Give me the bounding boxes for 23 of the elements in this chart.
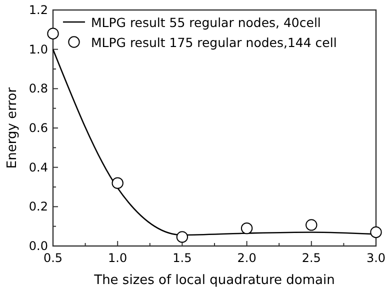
y-tick-label: 0.6 xyxy=(28,121,48,135)
x-tick-label: 2.5 xyxy=(302,251,321,265)
y-tick-label: 0.0 xyxy=(28,239,48,253)
point xyxy=(112,177,124,189)
y-tick-label: 0.2 xyxy=(28,200,48,214)
point xyxy=(370,226,382,238)
y-tick-label: 1.0 xyxy=(28,42,48,56)
point xyxy=(47,28,59,40)
point xyxy=(240,222,253,234)
x-tick-label: 0.5 xyxy=(43,251,63,265)
y-axis-title: Energy error xyxy=(5,86,20,169)
y-tick-label: 0.8 xyxy=(28,82,48,96)
x-tick-label: 2.0 xyxy=(237,251,256,265)
y-tick-label: 0.4 xyxy=(28,160,48,174)
x-tick-label: 1.0 xyxy=(108,251,128,265)
point xyxy=(306,219,318,231)
legend-label: MLPG result 175 regular nodes,144 cell xyxy=(91,35,337,50)
legend-label: MLPG result 55 regular nodes, 40cell xyxy=(91,15,321,30)
y-tick-label: 1.2 xyxy=(28,3,48,17)
x-tick-label: 3.0 xyxy=(366,251,386,265)
x-tick-label: 1.5 xyxy=(172,251,192,265)
x-axis-title: The sizes of local quadrature domain xyxy=(93,273,335,288)
point xyxy=(176,231,188,243)
